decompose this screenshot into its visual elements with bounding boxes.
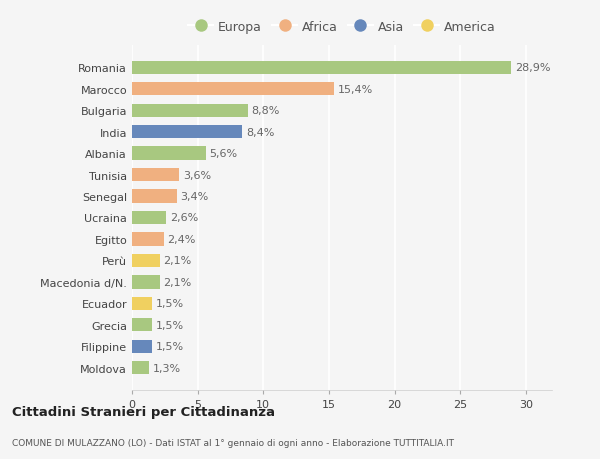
Bar xyxy=(132,254,160,268)
Legend: Europa, Africa, Asia, America: Europa, Africa, Asia, America xyxy=(185,18,499,36)
Text: 1,5%: 1,5% xyxy=(155,320,184,330)
Text: 2,4%: 2,4% xyxy=(167,235,196,245)
Bar xyxy=(132,190,176,203)
Bar xyxy=(132,83,334,96)
Bar xyxy=(132,126,242,139)
Bar xyxy=(132,168,179,182)
Bar xyxy=(132,275,160,289)
Text: 3,6%: 3,6% xyxy=(183,170,211,180)
Text: 8,4%: 8,4% xyxy=(246,128,275,137)
Bar xyxy=(132,361,149,375)
Bar xyxy=(132,104,248,118)
Text: 5,6%: 5,6% xyxy=(209,149,238,159)
Text: 2,6%: 2,6% xyxy=(170,213,199,223)
Bar xyxy=(132,233,163,246)
Text: 28,9%: 28,9% xyxy=(515,63,551,73)
Text: Cittadini Stranieri per Cittadinanza: Cittadini Stranieri per Cittadinanza xyxy=(12,405,275,419)
Bar xyxy=(132,319,152,332)
Text: 15,4%: 15,4% xyxy=(338,84,373,95)
Text: 3,4%: 3,4% xyxy=(181,191,209,202)
Text: 8,8%: 8,8% xyxy=(251,106,280,116)
Text: 2,1%: 2,1% xyxy=(163,256,192,266)
Text: 1,5%: 1,5% xyxy=(155,341,184,352)
Bar xyxy=(132,297,152,310)
Text: 1,5%: 1,5% xyxy=(155,299,184,308)
Bar xyxy=(132,340,152,353)
Text: 1,3%: 1,3% xyxy=(153,363,181,373)
Bar xyxy=(132,147,205,161)
Text: COMUNE DI MULAZZANO (LO) - Dati ISTAT al 1° gennaio di ogni anno - Elaborazione : COMUNE DI MULAZZANO (LO) - Dati ISTAT al… xyxy=(12,438,454,447)
Text: 2,1%: 2,1% xyxy=(163,277,192,287)
Bar xyxy=(132,62,511,75)
Bar xyxy=(132,212,166,224)
